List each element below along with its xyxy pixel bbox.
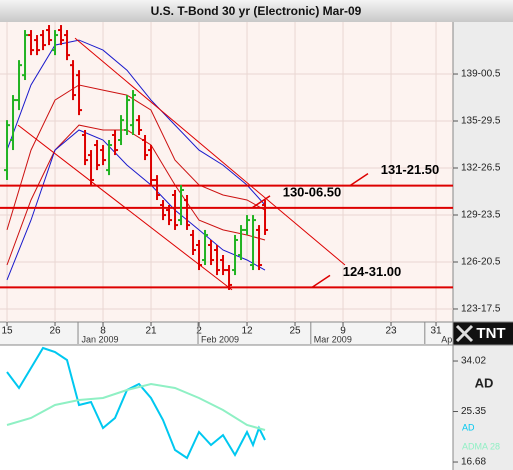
x-tick-label: 26 — [49, 326, 61, 337]
y-tick-label: 123-17.5 — [461, 304, 501, 315]
logo-icon — [455, 324, 474, 343]
series-line — [6, 382, 266, 431]
plot-area — [0, 22, 453, 322]
logo: TNT — [476, 325, 505, 342]
level-leader — [349, 172, 369, 187]
legend-entry: ADMA 28 — [462, 441, 500, 451]
ad-plot-area — [0, 345, 453, 470]
x-tick-label: 23 — [385, 326, 397, 337]
x-tick-label: 25 — [289, 326, 301, 337]
y-tick-label: 139-00.5 — [461, 69, 501, 80]
y-tick-label: 132-26.5 — [461, 163, 501, 174]
x-tick-label: 21 — [145, 326, 157, 337]
title-bar — [0, 0, 513, 22]
level-label: 130-06.50 — [283, 184, 342, 199]
month-label: Ap — [441, 334, 452, 344]
level-label: 124-31.00 — [343, 264, 402, 279]
x-tick-label: 8 — [100, 326, 106, 337]
level-label: 131-21.50 — [381, 162, 440, 177]
y-tick-label: 129-23.5 — [461, 210, 501, 221]
indicator-line — [6, 84, 266, 231]
x-tick-label: 2 — [196, 326, 202, 337]
y-tick-label: 25.35 — [461, 406, 486, 417]
x-axis-area — [0, 322, 453, 345]
series-line — [6, 346, 266, 460]
level-leader — [311, 274, 331, 289]
chart-title: U.S. T-Bond 30 yr (Electronic) Mar-09 — [151, 4, 362, 18]
logo-box — [453, 322, 513, 345]
month-label: Jan 2009 — [81, 334, 118, 344]
month-label: Mar 2009 — [314, 334, 352, 344]
indicator-line — [6, 124, 266, 266]
x-tick-label: 15 — [1, 326, 13, 337]
x-tick-label: 31 — [430, 326, 442, 337]
month-label: Feb 2009 — [201, 334, 239, 344]
ad-axis-area — [453, 345, 513, 470]
y-tick-label: 126-20.5 — [461, 257, 501, 268]
indicator-line — [6, 129, 266, 281]
x-tick-label: 9 — [340, 326, 346, 337]
y-axis-area — [453, 22, 513, 322]
indicator-line — [6, 39, 266, 206]
level-leader — [251, 195, 271, 209]
y-tick-label: 135-29.5 — [461, 116, 501, 127]
legend-entry: AD — [462, 422, 475, 432]
y-tick-label: 16.68 — [461, 457, 486, 468]
trend-line — [74, 37, 346, 266]
y-tick-label: 34.02 — [461, 356, 486, 367]
x-tick-label: 12 — [241, 326, 253, 337]
panel-title: AD — [475, 375, 494, 390]
